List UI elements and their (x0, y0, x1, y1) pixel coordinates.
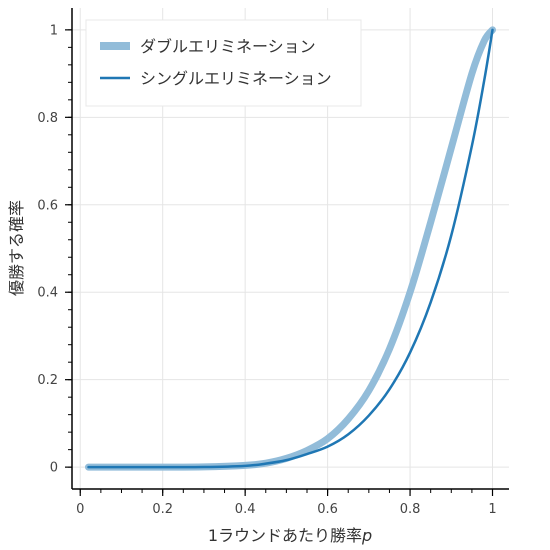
y-tick-label: 0 (50, 461, 58, 476)
ticks (65, 29, 494, 496)
x-tick-label: 0.6 (317, 502, 338, 517)
y-tick-label: 0.2 (37, 373, 58, 388)
axes (71, 8, 509, 490)
legend-label-1: シングルエリミネーション (140, 69, 332, 88)
legend-box (85, 19, 362, 107)
x-tick-label: 0.8 (400, 502, 421, 517)
y-tick-label: 0.6 (37, 198, 58, 213)
x-tick-label: 0 (76, 502, 84, 517)
x-tick-label: 0.2 (152, 502, 173, 517)
y-tick-label: 0.8 (37, 111, 58, 126)
x-tick-label: 1 (488, 502, 496, 517)
x-axis-title-text: 1ラウンドあたり勝率 (208, 526, 362, 545)
x-axis-title: 1ラウンドあたり勝率p (208, 526, 372, 545)
legend-label-0: ダブルエリミネーション (140, 37, 316, 56)
x-tick-label: 0.4 (235, 502, 256, 517)
series-layer (84, 26, 497, 471)
tick-labels: 0 0.2 0.4 0.6 0.8 1 0 0.2 0.4 0.6 0.8 1 (37, 23, 496, 517)
legend: ダブルエリミネーション シングルエリミネーション (85, 19, 362, 107)
x-axis-title-variable: p (361, 526, 372, 545)
y-axis-title: 優勝する確率 (7, 200, 26, 296)
y-tick-label: 1 (50, 23, 58, 38)
series-line-1 (87, 28, 494, 469)
y-tick-label: 0.4 (37, 286, 58, 301)
